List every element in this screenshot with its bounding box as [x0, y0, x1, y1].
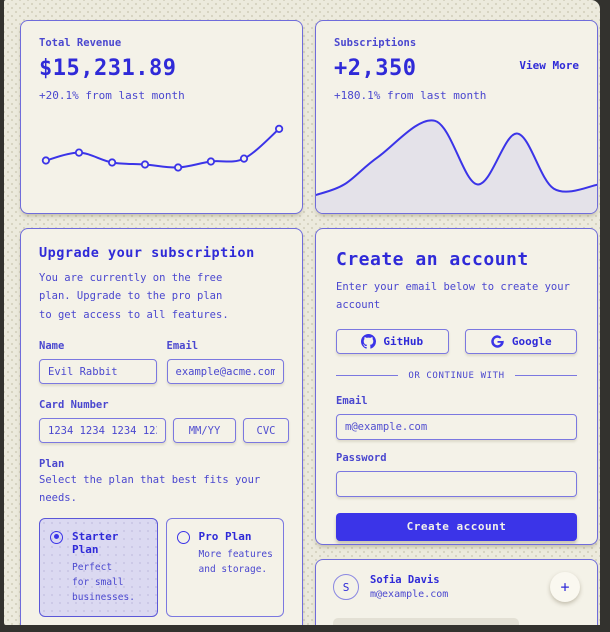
team-member-email: m@example.com: [370, 589, 449, 600]
google-icon: [490, 334, 505, 349]
create-account-button[interactable]: Create account: [336, 512, 577, 541]
pro-plan-desc: More features and storage.: [198, 548, 273, 575]
total-revenue-label: Total Revenue: [39, 37, 122, 49]
create-account-title: Create an account: [336, 249, 529, 270]
starter-plan-option[interactable]: Starter Plan Perfect for small businesse…: [39, 517, 158, 618]
total-revenue-delta: +20.1% from last month: [39, 89, 185, 102]
subscriptions-label: Subscriptions: [334, 37, 417, 49]
team-member-card: S Sofia Davis m@example.com +: [315, 559, 598, 625]
starter-plan-name: Starter Plan: [72, 529, 119, 556]
email-input[interactable]: [166, 359, 284, 385]
pro-plan-option[interactable]: Pro Plan More features and storage.: [165, 517, 284, 618]
subscriptions-value: +2,350: [334, 56, 417, 81]
total-revenue-card: Total Revenue $15,231.89 +20.1% from las…: [20, 20, 303, 214]
subscriptions-area-chart: [316, 119, 597, 213]
github-button[interactable]: GitHub: [336, 328, 449, 354]
message-bubble: [333, 618, 519, 625]
plan-description: Select the plan that best fits your need…: [39, 474, 261, 504]
plan-label: Plan: [39, 458, 65, 471]
dashboard-page: Total Revenue $15,231.89 +20.1% from las…: [4, 0, 600, 625]
team-member-name: Sofia Davis: [370, 574, 440, 586]
signup-email-input[interactable]: [336, 413, 577, 440]
or-continue-divider: OR CONTINUE WITH: [336, 371, 577, 381]
google-button[interactable]: Google: [464, 328, 577, 354]
divider-label: OR CONTINUE WITH: [408, 370, 505, 381]
radio-checked-icon[interactable]: [50, 530, 63, 544]
card-number-input[interactable]: [39, 418, 166, 444]
subscriptions-delta: +180.1% from last month: [334, 89, 487, 102]
view-more-button[interactable]: View More: [519, 58, 579, 72]
signup-password-input[interactable]: [336, 470, 577, 497]
card-number-label: Card Number: [39, 399, 109, 412]
radio-unchecked-icon[interactable]: [176, 530, 190, 544]
cvc-input[interactable]: [243, 418, 289, 444]
signup-password-label: Password: [336, 451, 387, 464]
total-revenue-value: $15,231.89: [39, 56, 177, 81]
name-label: Name: [39, 340, 65, 353]
github-button-label: GitHub: [383, 334, 424, 348]
google-button-label: Google: [511, 334, 552, 348]
expiry-input[interactable]: [173, 418, 236, 444]
pro-plan-name: Pro Plan: [198, 529, 252, 543]
create-account-card: Create an account Enter your email below…: [315, 228, 598, 545]
plus-icon: +: [560, 578, 570, 596]
upgrade-description: You are currently on the free plan. Upgr…: [39, 272, 229, 321]
add-member-button[interactable]: +: [550, 572, 580, 602]
name-input[interactable]: [39, 359, 157, 385]
create-account-subtitle: Enter your email below to create your ac…: [336, 281, 570, 312]
avatar: S: [333, 574, 359, 600]
upgrade-subscription-card: Upgrade your subscription You are curren…: [20, 228, 303, 625]
email-label: Email: [166, 340, 199, 353]
starter-plan-desc: Perfect for small businesses.: [72, 561, 135, 604]
upgrade-title: Upgrade your subscription: [39, 245, 255, 261]
revenue-line-chart: [41, 124, 284, 172]
signup-email-label: Email: [336, 394, 368, 407]
github-icon: [361, 333, 377, 349]
subscriptions-card: Subscriptions +2,350 View More +180.1% f…: [315, 20, 598, 214]
